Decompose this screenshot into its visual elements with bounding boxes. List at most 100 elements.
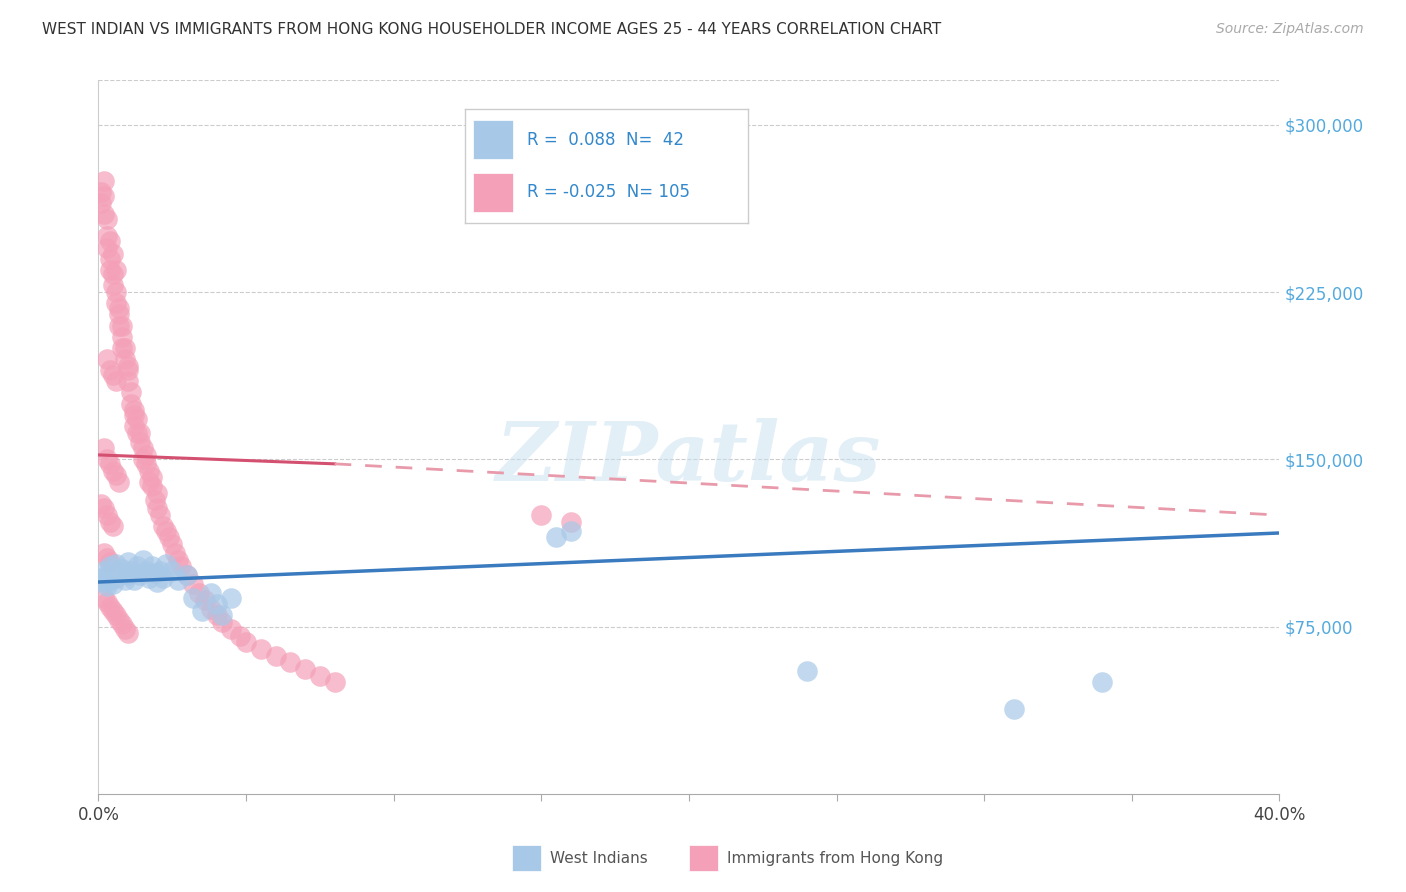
- Text: Immigrants from Hong Kong: Immigrants from Hong Kong: [727, 851, 943, 865]
- Point: [105, 262, 128, 277]
- Point: [323, 675, 346, 690]
- Point: [132, 452, 155, 467]
- Point: [114, 573, 136, 587]
- Point: [105, 571, 128, 585]
- Point: [132, 441, 155, 455]
- Point: [108, 307, 131, 321]
- Point: [264, 648, 287, 663]
- Point: [149, 564, 172, 578]
- Point: [122, 418, 145, 433]
- Point: [146, 574, 169, 589]
- Point: [128, 434, 150, 449]
- Point: [128, 425, 150, 440]
- Point: [125, 425, 148, 440]
- Point: [114, 351, 136, 366]
- Point: [309, 669, 332, 683]
- Point: [98, 559, 121, 574]
- Point: [187, 586, 209, 600]
- Point: [103, 464, 125, 478]
- Point: [111, 330, 134, 344]
- Point: [205, 598, 228, 612]
- Point: [108, 318, 131, 333]
- Point: [167, 552, 190, 567]
- Point: [111, 562, 134, 576]
- Point: [93, 173, 115, 187]
- Point: [120, 385, 142, 400]
- Point: [155, 524, 177, 538]
- Point: [108, 566, 131, 581]
- Point: [96, 240, 118, 255]
- Point: [96, 568, 118, 582]
- Point: [103, 278, 125, 293]
- Point: [1002, 702, 1025, 716]
- Point: [143, 492, 166, 507]
- Point: [141, 470, 163, 484]
- Point: [560, 515, 582, 529]
- Point: [96, 211, 118, 226]
- Point: [98, 262, 121, 277]
- Text: WEST INDIAN VS IMMIGRANTS FROM HONG KONG HOUSEHOLDER INCOME AGES 25 - 44 YEARS C: WEST INDIAN VS IMMIGRANTS FROM HONG KONG…: [42, 22, 942, 37]
- Point: [98, 363, 121, 377]
- Point: [157, 530, 180, 544]
- Point: [294, 662, 316, 676]
- Point: [111, 318, 134, 333]
- Point: [200, 586, 222, 600]
- Point: [98, 515, 121, 529]
- Point: [117, 359, 139, 373]
- Point: [93, 501, 115, 516]
- Point: [546, 530, 568, 544]
- Point: [211, 615, 233, 630]
- Point: [93, 207, 115, 221]
- Point: [229, 628, 252, 642]
- Point: [96, 580, 118, 594]
- Point: [105, 296, 128, 310]
- Point: [135, 457, 157, 471]
- Point: [103, 519, 125, 533]
- Point: [103, 604, 125, 618]
- Point: [152, 571, 174, 585]
- Point: [152, 519, 174, 533]
- Point: [280, 655, 302, 669]
- Point: [560, 524, 582, 538]
- Point: [146, 501, 169, 516]
- Point: [132, 552, 155, 567]
- Point: [103, 577, 125, 591]
- Text: Source: ZipAtlas.com: Source: ZipAtlas.com: [1216, 22, 1364, 37]
- Point: [90, 571, 112, 585]
- Point: [796, 664, 818, 679]
- Point: [120, 564, 142, 578]
- Point: [117, 568, 139, 582]
- Point: [93, 564, 115, 578]
- Point: [162, 537, 183, 551]
- Point: [103, 564, 125, 578]
- Point: [117, 555, 139, 569]
- Point: [96, 550, 118, 565]
- Point: [143, 566, 166, 581]
- Point: [138, 571, 160, 585]
- Bar: [512, 846, 541, 871]
- Point: [135, 448, 157, 462]
- Point: [176, 568, 198, 582]
- Point: [98, 599, 121, 614]
- Point: [103, 247, 125, 261]
- Point: [93, 591, 115, 605]
- Point: [96, 508, 118, 523]
- Point: [111, 341, 134, 355]
- Point: [96, 452, 118, 467]
- Point: [108, 613, 131, 627]
- Point: [221, 622, 243, 636]
- Point: [103, 368, 125, 382]
- Point: [96, 351, 118, 366]
- Point: [181, 591, 204, 605]
- Point: [141, 559, 163, 574]
- Point: [105, 608, 128, 623]
- Text: West Indians: West Indians: [550, 851, 647, 865]
- Point: [530, 508, 553, 523]
- Point: [165, 546, 187, 560]
- Point: [122, 573, 145, 587]
- Point: [138, 475, 160, 489]
- Point: [117, 375, 139, 389]
- Point: [93, 441, 115, 455]
- Point: [96, 595, 118, 609]
- Point: [176, 568, 198, 582]
